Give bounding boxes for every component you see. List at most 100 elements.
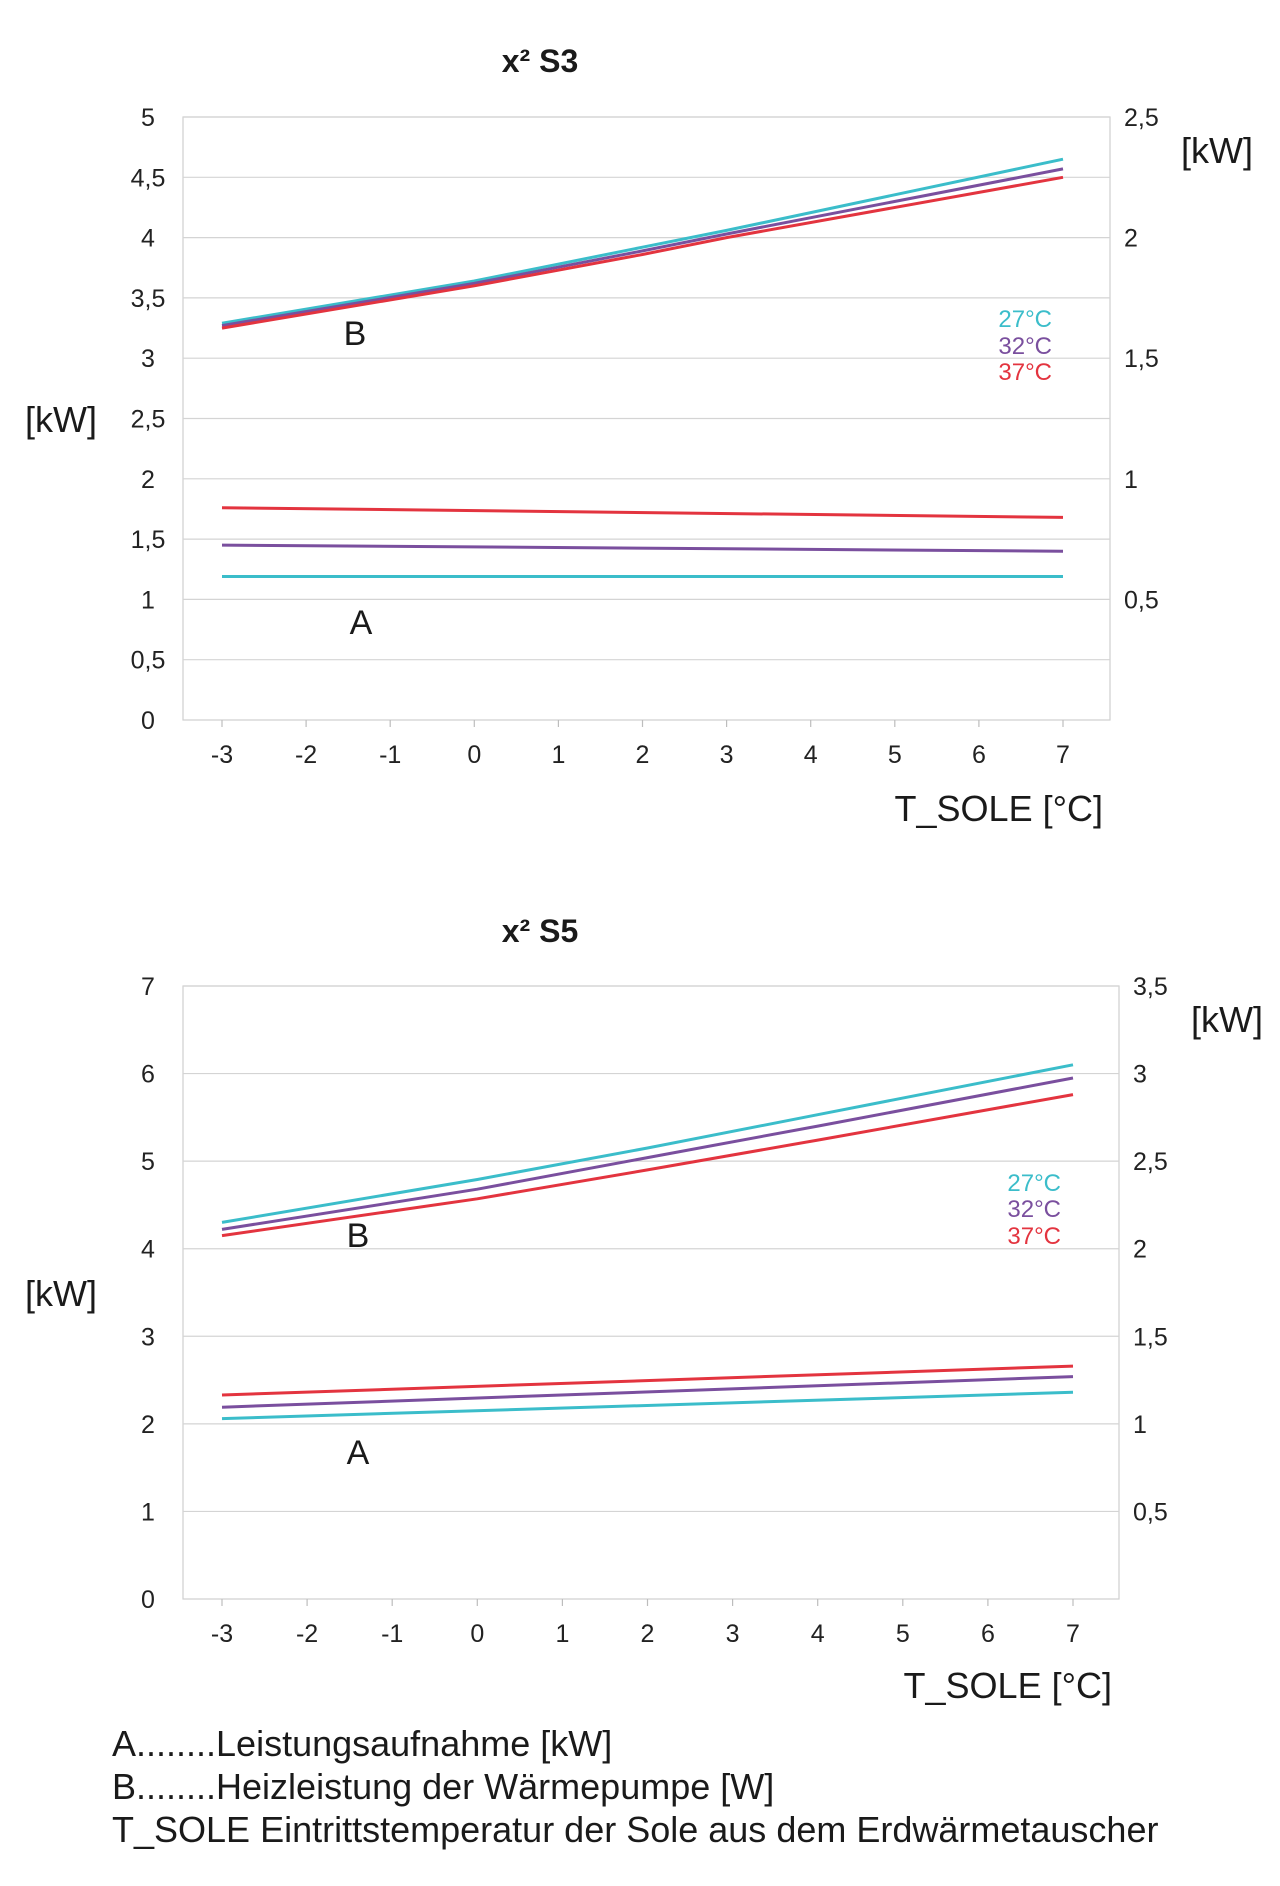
y-tick-label: 7 <box>141 973 155 1001</box>
legend-27-s3: 27°C <box>998 306 1052 333</box>
series-line-a-32c <box>221 543 1064 553</box>
x-tick-label: 1 <box>555 1620 569 1648</box>
series-group-label-b-s5: B <box>347 1217 370 1255</box>
legend-37-s5: 37°C <box>1007 1223 1061 1250</box>
x-tick-label: 7 <box>1056 741 1070 769</box>
series-group-label-a-s5: A <box>347 1434 370 1472</box>
x-tick-label: 1 <box>551 741 565 769</box>
y-tick-label: 2,5 <box>131 406 166 434</box>
x-tick-label: 2 <box>636 741 650 769</box>
x-tick-label: 7 <box>1066 1620 1080 1648</box>
y2-tick-label: 2,5 <box>1133 1148 1168 1176</box>
x-tick-label: -3 <box>211 741 233 769</box>
y2-tick-label: 2,5 <box>1124 104 1159 132</box>
x-tick-label: 4 <box>811 1620 825 1648</box>
plot-area-s5 <box>182 985 1120 1600</box>
y-tick-label: 1,5 <box>131 526 166 554</box>
footnote-dots-a: ........ <box>136 1723 217 1764</box>
x-tick-label: 5 <box>888 741 902 769</box>
footnote-text-tsole: Eintrittstemperatur der Sole aus dem Erd… <box>260 1809 1159 1850</box>
gridlines-s5 <box>183 985 1119 1513</box>
y-tick-label: 3,5 <box>131 285 166 313</box>
series-line-a-27c <box>221 1390 1074 1421</box>
y-tick-label: 0 <box>141 1586 155 1614</box>
y-tick-label: 2 <box>141 1411 155 1439</box>
y-tick-label: 4,5 <box>131 164 166 192</box>
y-tick-label: 2 <box>141 466 155 494</box>
y2-tick-label: 0,5 <box>1124 586 1159 614</box>
x-tick-label: 6 <box>972 741 986 769</box>
footnote-key-b: B <box>112 1766 137 1807</box>
y-tick-label: 1 <box>141 586 155 614</box>
x-tick-label: 3 <box>720 741 734 769</box>
footnote-row-tsole: T_SOLE Eintrittstemperatur der Sole aus … <box>112 1808 1158 1851</box>
y2-tick-labels-s3: 0,5 1 1,5 2 2,5 <box>1124 104 1159 614</box>
x-tick-label: 6 <box>981 1620 995 1648</box>
y2-tick-labels-s5: 0,5 1 1,5 2 2,5 3 3,5 <box>1133 973 1168 1526</box>
series-line-b-37c <box>221 1093 1074 1238</box>
x-tick-labels-s3: -3 -2 -1 0 1 2 3 4 5 6 7 <box>211 720 1070 769</box>
series-lines-s3 <box>221 157 1064 578</box>
x-tick-label: -2 <box>296 1620 318 1648</box>
footnote-key-a: A <box>112 1723 137 1764</box>
series-line-a-37c <box>221 1364 1074 1397</box>
footnote-text-b: Heizleistung der Wärmepumpe [W] <box>216 1766 775 1807</box>
y-tick-label: 4 <box>141 1236 155 1264</box>
y2-tick-label: 1 <box>1124 466 1138 494</box>
x-axis-label-s3: T_SOLE [°C] <box>895 788 1103 829</box>
y-tick-label: 0 <box>141 707 155 735</box>
y-tick-labels-s3: 0 0,5 1 1,5 2 2,5 3 3,5 4 4,5 5 <box>131 104 166 735</box>
x-tick-label: 4 <box>804 741 818 769</box>
series-group-label-a-s3: A <box>350 604 373 642</box>
y2-tick-label: 2 <box>1133 1236 1147 1264</box>
y-axis-label-s3: [kW] <box>25 399 97 440</box>
chart-title-s3: x² S3 <box>502 43 578 79</box>
legend-37-s3: 37°C <box>998 359 1052 386</box>
y2-tick-label: 0,5 <box>1133 1498 1168 1526</box>
footnote-row-a: A........Leistungsaufnahme [kW] <box>112 1722 1158 1765</box>
gridlines-s3 <box>183 116 1110 661</box>
chart-s3: 0 0,5 1 1,5 2 2,5 3 3,5 4 4,5 5 0,5 1 1,5 2 2,5 -3 -2 -1… <box>25 43 1253 829</box>
x-tick-labels-s5: -3 -2 -1 0 1 2 3 4 5 6 7 <box>211 1599 1080 1648</box>
footnote-row-b: B........Heizleistung der Wärmepumpe [W] <box>112 1765 1158 1808</box>
legend-32-s3: 32°C <box>998 333 1052 360</box>
x-axis-label-s5: T_SOLE [°C] <box>904 1665 1112 1706</box>
series-line-b-32c <box>221 1076 1074 1231</box>
x-tick-label: -1 <box>381 1620 403 1648</box>
series-group-label-b-s3: B <box>344 315 367 353</box>
x-tick-label: -1 <box>379 741 401 769</box>
y2-axis-label-s5: [kW] <box>1191 999 1263 1040</box>
y-axis-label-s5: [kW] <box>25 1273 97 1314</box>
x-tick-label: 3 <box>726 1620 740 1648</box>
legend-27-s5: 27°C <box>1007 1170 1061 1197</box>
series-line-b-32c <box>221 167 1064 328</box>
y-tick-label: 3 <box>141 345 155 373</box>
y-tick-label: 0,5 <box>131 647 166 675</box>
y2-tick-label: 3,5 <box>1133 973 1168 1001</box>
y2-axis-label-s3: [kW] <box>1181 130 1253 171</box>
y-tick-label: 3 <box>141 1323 155 1351</box>
x-tick-label: 2 <box>641 1620 655 1648</box>
footnote-key-tsole: T_SOLE <box>112 1809 251 1850</box>
y-tick-label: 5 <box>141 104 155 132</box>
series-line-a-32c <box>221 1375 1074 1409</box>
legend-32-s5: 32°C <box>1007 1196 1061 1223</box>
series-line-b-37c <box>221 175 1064 330</box>
y2-tick-label: 1 <box>1133 1411 1147 1439</box>
x-tick-label: -2 <box>295 741 317 769</box>
y-tick-label: 6 <box>141 1061 155 1089</box>
series-line-a-37c <box>221 506 1064 519</box>
x-tick-label: 0 <box>470 1620 484 1648</box>
y2-tick-label: 2 <box>1124 225 1138 253</box>
y-tick-label: 5 <box>141 1148 155 1176</box>
x-tick-label: 5 <box>896 1620 910 1648</box>
y2-tick-label: 3 <box>1133 1061 1147 1089</box>
series-line-b-27c <box>221 1063 1074 1224</box>
y-tick-label: 1 <box>141 1498 155 1526</box>
chart-title-s5: x² S5 <box>502 913 578 949</box>
x-tick-label: 0 <box>467 741 481 769</box>
y2-tick-label: 1,5 <box>1124 345 1159 373</box>
series-line-b-27c <box>221 157 1064 325</box>
